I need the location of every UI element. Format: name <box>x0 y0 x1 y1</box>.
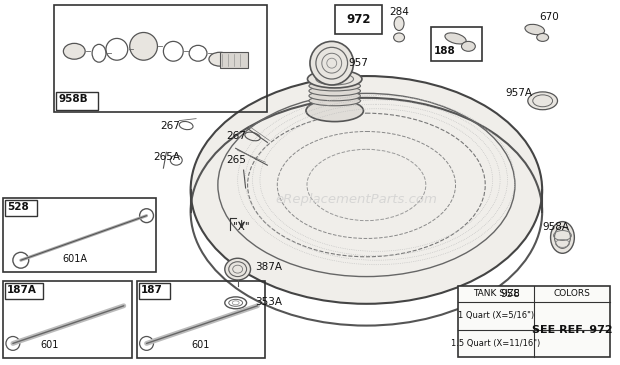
Ellipse shape <box>209 52 231 66</box>
Bar <box>5 283 43 299</box>
Text: 267: 267 <box>226 131 246 141</box>
Text: 284: 284 <box>389 7 409 17</box>
Ellipse shape <box>537 34 549 41</box>
Text: 601A: 601A <box>63 254 87 264</box>
Ellipse shape <box>461 41 476 51</box>
Ellipse shape <box>309 81 360 91</box>
Text: 265: 265 <box>226 155 246 165</box>
Bar <box>5 200 37 216</box>
Text: 528: 528 <box>7 202 29 212</box>
Ellipse shape <box>310 41 353 85</box>
Text: 1.5 Quart (X=11/16"): 1.5 Quart (X=11/16") <box>451 339 541 348</box>
Bar <box>431 27 482 61</box>
Text: 267: 267 <box>161 120 180 131</box>
Text: 188: 188 <box>434 46 456 56</box>
Ellipse shape <box>309 96 360 106</box>
Bar <box>459 286 610 357</box>
Bar <box>139 283 170 299</box>
Bar <box>220 52 247 68</box>
Text: SEE REF. 972: SEE REF. 972 <box>531 324 612 335</box>
Ellipse shape <box>525 24 544 35</box>
Ellipse shape <box>513 294 541 320</box>
Text: 958B: 958B <box>58 94 88 104</box>
Ellipse shape <box>130 32 157 60</box>
Text: 958: 958 <box>500 289 520 299</box>
Text: 957: 957 <box>348 58 368 68</box>
Text: 187A: 187A <box>7 285 37 295</box>
Bar <box>3 281 131 358</box>
Text: 670: 670 <box>539 12 559 22</box>
Text: 958A: 958A <box>542 222 570 232</box>
Bar <box>55 5 267 112</box>
Bar <box>3 198 156 272</box>
Ellipse shape <box>190 76 542 304</box>
Ellipse shape <box>308 70 362 88</box>
Text: "X": "X" <box>232 222 249 232</box>
Ellipse shape <box>394 33 404 42</box>
Text: 265A: 265A <box>154 152 180 162</box>
Text: 353A: 353A <box>255 297 283 307</box>
Text: 957A: 957A <box>505 88 532 98</box>
Ellipse shape <box>306 100 363 122</box>
Text: 1 Quart (X=5/16"): 1 Quart (X=5/16") <box>458 311 534 320</box>
Ellipse shape <box>551 222 574 253</box>
Bar <box>335 5 383 34</box>
Ellipse shape <box>309 76 360 86</box>
Text: 387A: 387A <box>255 262 283 272</box>
Text: eReplacementParts.com: eReplacementParts.com <box>275 193 438 206</box>
Text: 601: 601 <box>191 341 210 350</box>
Text: TANK SIZE: TANK SIZE <box>473 289 520 299</box>
Ellipse shape <box>394 17 404 31</box>
Ellipse shape <box>528 92 557 110</box>
Bar <box>136 281 265 358</box>
Ellipse shape <box>445 33 466 44</box>
Text: 187: 187 <box>141 285 162 295</box>
Ellipse shape <box>309 91 360 101</box>
Text: 972: 972 <box>346 13 371 26</box>
Ellipse shape <box>309 86 360 96</box>
Ellipse shape <box>225 258 250 280</box>
Bar <box>56 92 98 110</box>
Ellipse shape <box>63 43 85 59</box>
Text: 601: 601 <box>40 341 59 350</box>
Text: COLORS: COLORS <box>554 289 590 299</box>
